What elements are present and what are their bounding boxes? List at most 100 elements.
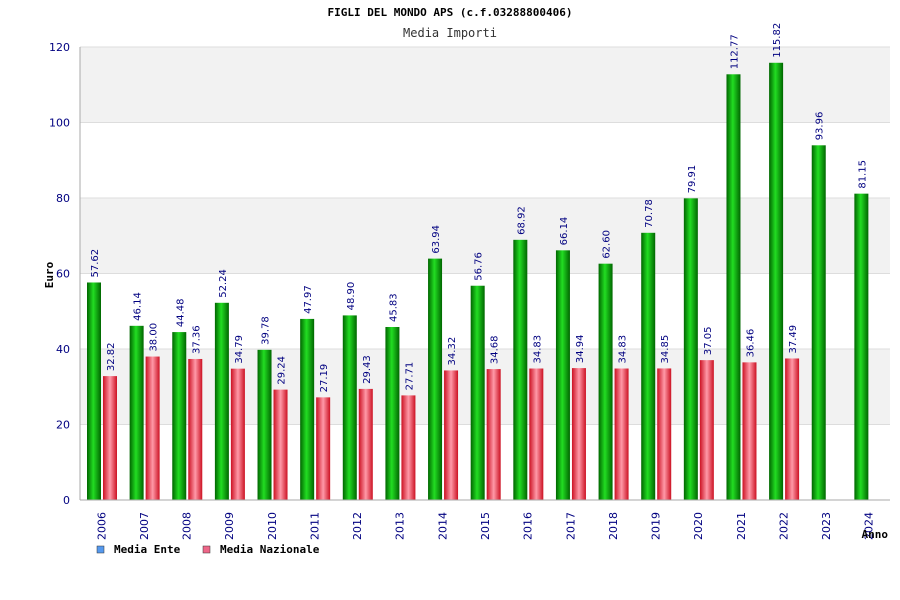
bar-media-ente-2023 <box>811 145 826 500</box>
bar-media-ente-2020 <box>683 198 698 500</box>
data-label: 52.24 <box>218 269 229 298</box>
x-tick-label: 2023 <box>820 512 833 540</box>
x-tick-label: 2014 <box>436 512 449 540</box>
legend-label-media-nazionale: Media Nazionale <box>220 543 320 556</box>
bar-media-ente-2011 <box>300 318 315 500</box>
data-label: 112.77 <box>729 34 740 69</box>
x-tick-label: 2022 <box>777 512 790 540</box>
data-label: 38.00 <box>149 323 160 352</box>
bar-media-ente-2007 <box>129 325 144 500</box>
legend-label-media-ente: Media Ente <box>114 543 181 556</box>
y-tick-label: 40 <box>56 343 70 356</box>
data-label: 48.90 <box>346 282 357 311</box>
y-tick-label: 0 <box>63 494 70 507</box>
plot-background <box>80 47 890 500</box>
bar-media-ente-2024 <box>854 193 869 500</box>
data-labels: 57.62 32.82 46.14 38.00 44.48 37.36 52.24 34.79… <box>90 23 868 393</box>
chart-subtitle: Media Importi <box>403 26 497 40</box>
y-tick-label: 80 <box>56 192 70 205</box>
data-label: 45.83 <box>388 293 399 322</box>
y-tick-label: 60 <box>56 268 70 281</box>
data-label: 44.48 <box>175 298 186 327</box>
x-axis-ticks: 2006 2007 2008 2009 2010 2011 2012 2013 2014 2015… <box>95 512 875 540</box>
bar-media-nazionale-2013 <box>401 395 416 500</box>
y-axis-ticks: 0 20 40 60 80 100 120 <box>49 41 70 507</box>
bar-media-ente-2013 <box>385 326 400 500</box>
plot-band <box>80 47 890 123</box>
bar-media-nazionale-2008 <box>188 358 203 500</box>
data-label: 63.94 <box>431 225 442 254</box>
data-label: 93.96 <box>815 112 826 141</box>
data-label: 57.62 <box>90 249 101 278</box>
data-label: 27.19 <box>319 364 330 393</box>
data-label: 46.14 <box>133 292 144 321</box>
bar-media-nazionale-2009 <box>230 368 245 500</box>
data-label: 81.15 <box>857 160 868 189</box>
bar-media-ente-2012 <box>342 315 357 500</box>
bar-media-nazionale-2014 <box>444 370 459 500</box>
x-axis-label: Anno <box>862 528 889 541</box>
x-tick-label: 2011 <box>308 512 321 540</box>
data-label: 34.85 <box>660 335 671 364</box>
x-tick-label: 2012 <box>351 512 364 540</box>
bar-media-nazionale-2012 <box>358 388 373 500</box>
x-tick-label: 2009 <box>223 512 236 540</box>
plot-band <box>80 198 890 274</box>
data-label: 70.78 <box>644 199 655 228</box>
x-tick-label: 2008 <box>181 512 194 540</box>
bar-media-ente-2010 <box>257 349 272 500</box>
y-axis-label: Euro <box>43 261 56 288</box>
bar-media-ente-2006 <box>87 282 101 500</box>
legend-swatch-media-nazionale <box>202 545 211 554</box>
x-tick-label: 2024 <box>863 512 876 540</box>
bar-media-nazionale-2022 <box>785 358 800 500</box>
data-label: 29.24 <box>277 356 288 385</box>
data-label: 34.94 <box>575 334 586 363</box>
bar-media-ente-2008 <box>172 332 187 500</box>
x-tick-label: 2010 <box>266 512 279 540</box>
data-label: 34.68 <box>490 335 501 364</box>
data-label: 39.78 <box>261 316 272 345</box>
bar-media-ente-2009 <box>214 302 229 500</box>
data-label: 36.46 <box>745 329 756 358</box>
x-tick-label: 2016 <box>522 512 535 540</box>
bar-media-nazionale-2021 <box>742 362 757 500</box>
data-label: 47.97 <box>303 285 314 314</box>
bar-media-ente-2017 <box>555 250 570 500</box>
x-tick-label: 2021 <box>735 512 748 540</box>
bar-media-nazionale-2006 <box>103 376 117 500</box>
bar-media-nazionale-2016 <box>529 368 544 500</box>
bar-media-nazionale-2019 <box>657 368 672 500</box>
bar-media-nazionale-2015 <box>486 369 501 500</box>
bar-media-nazionale-2018 <box>614 368 629 500</box>
x-tick-label: 2018 <box>607 512 620 540</box>
data-label: 34.32 <box>447 337 458 366</box>
data-label: 34.83 <box>532 335 543 364</box>
bars <box>87 62 869 501</box>
bar-media-ente-2015 <box>470 285 485 500</box>
x-tick-label: 2017 <box>564 512 577 540</box>
data-label: 79.91 <box>687 165 698 194</box>
data-label: 34.79 <box>234 335 245 364</box>
bar-media-ente-2016 <box>513 239 528 500</box>
chart-title: FIGLI DEL MONDO APS (c.f.03288800406) <box>327 6 572 19</box>
bar-media-nazionale-2007 <box>145 356 160 500</box>
data-label: 115.82 <box>772 23 783 58</box>
data-label: 34.83 <box>618 335 629 364</box>
bar-media-ente-2022 <box>769 62 784 500</box>
axes <box>79 47 890 501</box>
data-label: 27.71 <box>404 362 415 391</box>
data-label: 37.05 <box>703 326 714 355</box>
bar-media-ente-2014 <box>428 258 443 500</box>
data-label: 62.60 <box>602 230 613 259</box>
y-tick-label: 120 <box>49 41 70 54</box>
x-tick-label: 2015 <box>479 512 492 540</box>
bar-media-nazionale-2011 <box>316 397 331 500</box>
bar-media-ente-2018 <box>598 263 613 500</box>
data-label: 56.76 <box>474 252 485 281</box>
x-tick-label: 2006 <box>95 512 108 540</box>
y-tick-label: 100 <box>49 117 70 130</box>
x-tick-label: 2020 <box>692 512 705 540</box>
legend-swatch-media-ente <box>96 545 105 554</box>
